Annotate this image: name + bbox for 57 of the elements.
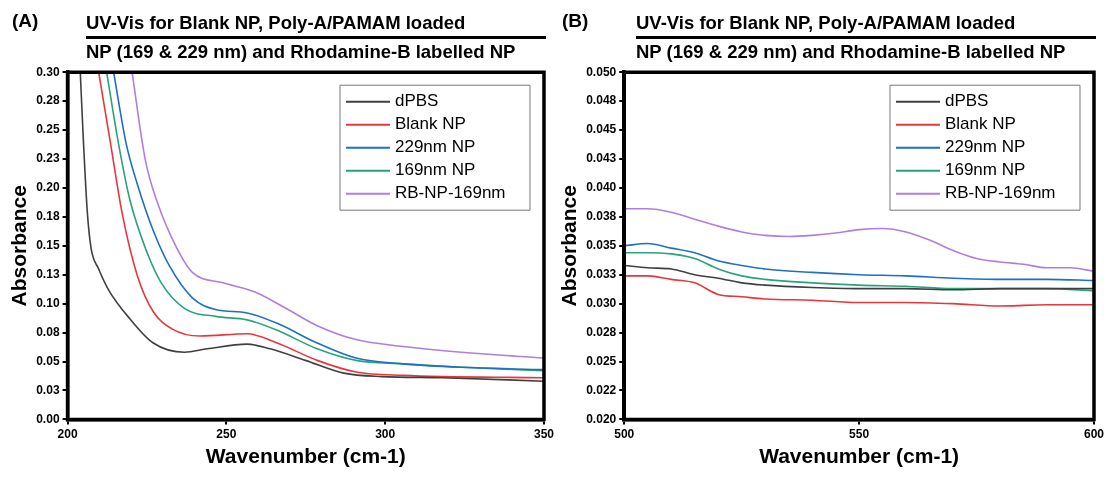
y-tick-label: 0.035 bbox=[586, 238, 617, 253]
text: (B) bbox=[562, 10, 589, 32]
text: (A) bbox=[12, 10, 39, 32]
y-tick-label: 0.050 bbox=[586, 64, 617, 79]
y-tick-label: 0.025 bbox=[586, 353, 617, 368]
y-tick-label: 0.048 bbox=[586, 93, 617, 108]
legend-label: 229nm NP bbox=[394, 137, 476, 157]
line-series bbox=[624, 264, 1094, 291]
y-tick-label: 0.10 bbox=[36, 295, 60, 310]
x-tick-label: 250 bbox=[216, 426, 237, 441]
y-tick-label: 0.022 bbox=[586, 382, 617, 397]
y-tick-label: 0.045 bbox=[586, 122, 617, 137]
y-axis-title: Absorbance bbox=[7, 185, 31, 307]
y-tick-label: 0.13 bbox=[36, 267, 60, 282]
x-tick-label: 550 bbox=[849, 426, 870, 441]
y-tick-label: 0.30 bbox=[36, 64, 60, 79]
y-tick-label: 0.05 bbox=[36, 353, 60, 368]
y-tick-label: 0.23 bbox=[36, 151, 60, 166]
y-tick-label: 0.033 bbox=[586, 267, 617, 282]
x-tick-label: 350 bbox=[533, 426, 555, 441]
y-tick-label: 0.28 bbox=[36, 93, 60, 108]
line-series bbox=[624, 242, 1094, 282]
legend-label: RB-NP-169nm bbox=[394, 183, 506, 203]
legend-label: 169nm NP bbox=[394, 160, 476, 180]
y-tick-label: 0.03 bbox=[36, 382, 60, 397]
x-axis-title: Wavenumber (cm-1) bbox=[205, 444, 406, 468]
x-tick-label: 500 bbox=[614, 426, 635, 441]
legend-label: Blank NP bbox=[944, 114, 1016, 134]
legend-label: 229nm NP bbox=[944, 137, 1026, 157]
y-tick-label: 0.25 bbox=[36, 122, 60, 137]
y-tick-label: 0.08 bbox=[36, 324, 60, 339]
chart-subtitle: NP (169 & 229 nm) and Rhodamine-B labelled NP bbox=[86, 40, 517, 63]
legend-label: dPBS bbox=[944, 91, 989, 111]
y-tick-label: 0.15 bbox=[36, 238, 60, 253]
legend-label: 169nm NP bbox=[944, 160, 1026, 180]
y-tick-label: 0.038 bbox=[586, 209, 617, 224]
x-tick-label: 300 bbox=[375, 426, 396, 441]
y-tick-label: 0.028 bbox=[586, 324, 617, 339]
y-tick-label: 0.040 bbox=[586, 180, 617, 195]
legend-label: RB-NP-169nm bbox=[944, 183, 1056, 203]
y-tick-label: 0.030 bbox=[586, 295, 617, 310]
y-tick-label: 0.20 bbox=[36, 180, 60, 195]
x-tick-label: 200 bbox=[57, 426, 78, 441]
line-series bbox=[624, 207, 1094, 273]
legend-label: Blank NP bbox=[394, 114, 466, 134]
chart-subtitle: NP (169 & 229 nm) and Rhodamine-B labelled NP bbox=[636, 40, 1067, 63]
x-axis-title: Wavenumber (cm-1) bbox=[759, 444, 960, 468]
legend-label: dPBS bbox=[394, 91, 439, 111]
chart-title: UV-Vis for Blank NP, Poly-A/PAMAM loaded bbox=[636, 12, 1096, 39]
y-tick-label: 0.18 bbox=[36, 209, 60, 224]
line-series bbox=[624, 275, 1094, 307]
y-tick-label: 0.043 bbox=[586, 151, 617, 166]
chart-title: UV-Vis for Blank NP, Poly-A/PAMAM loaded bbox=[86, 12, 546, 39]
y-axis-title: Absorbance bbox=[557, 185, 581, 307]
x-tick-label: 600 bbox=[1083, 426, 1105, 441]
y-tick-label: 0.00 bbox=[36, 411, 60, 426]
y-tick-label: 0.020 bbox=[586, 411, 617, 426]
